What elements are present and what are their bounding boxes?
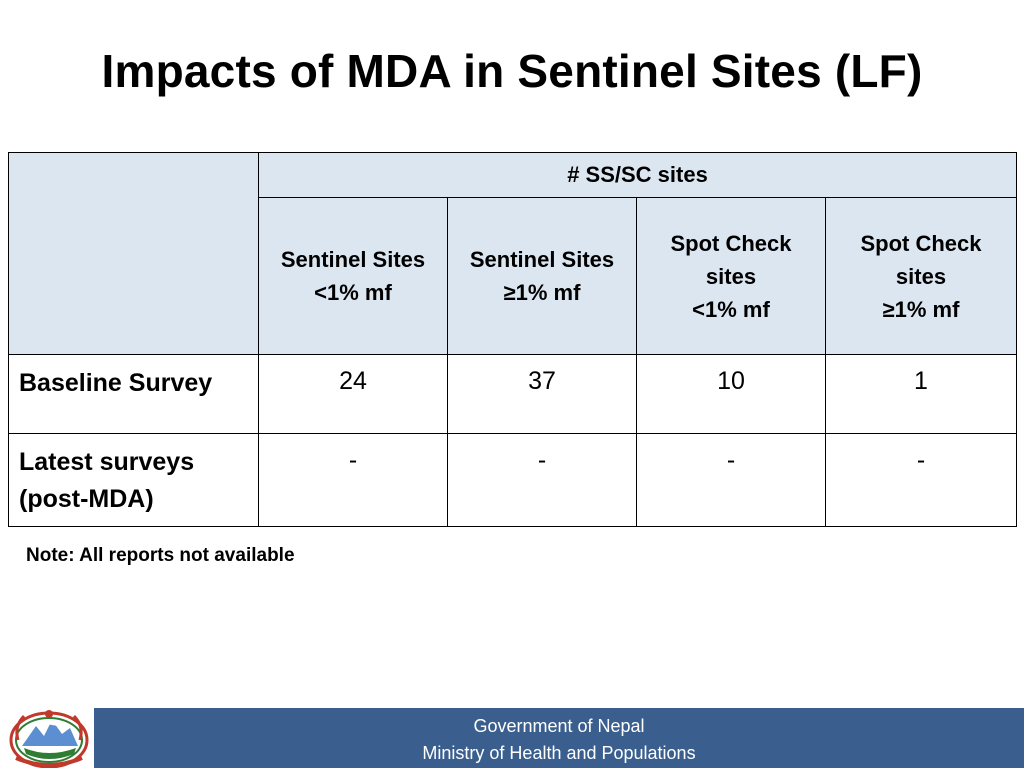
table-cell: -	[258, 433, 448, 527]
row-label: Latest surveys (post-MDA)	[8, 433, 259, 527]
column-header: Sentinel Sites <1% mf	[258, 197, 448, 355]
group-header: # SS/SC sites	[257, 152, 1018, 198]
table-cell: 10	[636, 354, 826, 434]
table-row: Latest surveys (post-MDA) - - - -	[8, 433, 1018, 527]
column-header: Spot Check sites ≥1% mf	[824, 197, 1018, 355]
slide-title: Impacts of MDA in Sentinel Sites (LF)	[101, 45, 923, 97]
table-cell: -	[636, 433, 826, 527]
column-header-line: ≥1% mf	[882, 296, 960, 322]
table-row: Baseline Survey 24 37 10 1	[8, 354, 1018, 434]
column-header-line: <1% mf	[692, 296, 770, 322]
column-header-line: <1% mf	[314, 280, 392, 305]
column-header-line: Sentinel Sites	[280, 247, 426, 272]
table-cell: 1	[824, 354, 1018, 434]
table-header-columns-row: Sentinel Sites <1% mf Sentinel Sites ≥1%…	[9, 197, 1018, 355]
sites-table: # SS/SC sites Sentinel Sites <1% mf Sent…	[8, 152, 1018, 527]
column-header: Spot Check sites <1% mf	[636, 197, 826, 355]
nepal-government-emblem-icon	[9, 710, 89, 768]
column-header-line: Spot Check	[860, 230, 982, 256]
row-label-line: (post-MDA)	[19, 485, 154, 513]
row-label-line: Baseline Survey	[19, 369, 213, 397]
footer-bar: Government of Nepal Ministry of Health a…	[94, 708, 1024, 768]
column-header-line: ≥1% mf	[503, 280, 581, 305]
table-cell: 24	[258, 354, 448, 434]
table-corner-cell	[8, 152, 259, 355]
column-header: Sentinel Sites ≥1% mf	[447, 197, 637, 355]
table-cell: 37	[447, 354, 637, 434]
footer-line-ministry: Ministry of Health and Populations	[422, 743, 696, 763]
table-cell: -	[447, 433, 637, 527]
column-header-line: Sentinel Sites	[469, 247, 615, 272]
column-header-line: Spot Check	[670, 230, 792, 256]
column-header-line: sites	[705, 263, 757, 289]
footer-line-government: Government of Nepal	[473, 716, 645, 736]
column-header-line: sites	[895, 263, 947, 289]
table-note: Note: All reports not available	[26, 545, 295, 566]
row-label-line: Latest surveys	[19, 448, 195, 476]
row-label: Baseline Survey	[8, 354, 259, 434]
table-cell: -	[824, 433, 1018, 527]
table-header-group-row: # SS/SC sites	[8, 152, 1018, 355]
